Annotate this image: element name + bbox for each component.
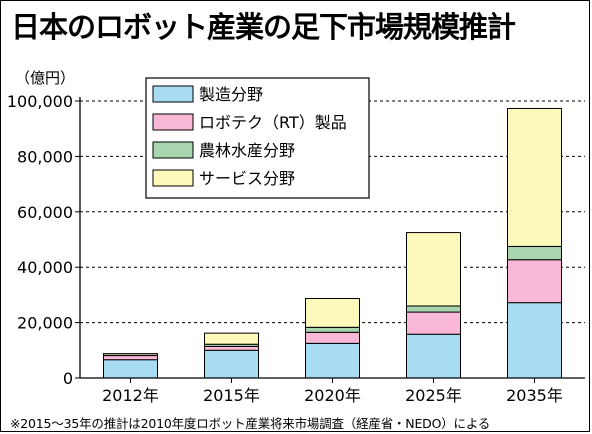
legend-label: サービス分野 bbox=[199, 169, 295, 188]
x-tick-label: 2035年 bbox=[506, 386, 563, 405]
bar-segment bbox=[103, 353, 158, 356]
legend-label: ロボテク（RT）製品 bbox=[199, 113, 347, 132]
bar-segment bbox=[204, 349, 259, 379]
y-tick-label: 20,000 bbox=[17, 314, 73, 333]
y-tick-label: 0 bbox=[63, 369, 73, 388]
x-tick-label: 2020年 bbox=[304, 386, 361, 405]
axes: 0 20,000 40,000 60,000 80,000 100,000 2012年 201… bbox=[7, 92, 585, 405]
y-tick-label: 40,000 bbox=[17, 258, 73, 277]
bar-segment bbox=[103, 355, 158, 361]
legend-swatch bbox=[152, 169, 194, 187]
bar-segment bbox=[507, 259, 562, 304]
bar-segment bbox=[406, 232, 461, 307]
bar-segment bbox=[103, 359, 158, 379]
bar-segment bbox=[204, 332, 259, 345]
y-axis-unit-label: （億円） bbox=[15, 69, 76, 87]
footnote: ※2015〜35年の推計は2010年度ロボット産業将来市場調査（経産省・NEDO… bbox=[10, 416, 491, 431]
legend-label: 農林水産分野 bbox=[199, 141, 295, 160]
bar-segment bbox=[406, 333, 461, 379]
y-tick-label: 100,000 bbox=[7, 92, 73, 111]
bar-segment bbox=[406, 305, 461, 313]
x-tick-label: 2012年 bbox=[102, 386, 159, 405]
bar-segment bbox=[305, 342, 360, 379]
bar-segment bbox=[204, 345, 259, 351]
legend-swatch bbox=[152, 113, 194, 131]
x-tick-label: 2025年 bbox=[405, 386, 462, 405]
bar-segment bbox=[507, 107, 562, 247]
legend-swatch bbox=[152, 85, 194, 103]
bar-segment bbox=[305, 298, 360, 328]
x-tick-label: 2015年 bbox=[203, 386, 260, 405]
y-tick-label: 80,000 bbox=[17, 147, 73, 166]
legend-swatch bbox=[152, 141, 194, 159]
bar-segment bbox=[305, 331, 360, 344]
bar-segment bbox=[406, 311, 461, 335]
bar-segment bbox=[507, 302, 562, 379]
y-tick-label: 60,000 bbox=[17, 203, 73, 222]
bar-segment bbox=[305, 326, 360, 333]
chart-title: 日本のロボット産業の足下市場規模推計 bbox=[11, 10, 516, 44]
bar-segment bbox=[507, 245, 562, 261]
legend-label: 製造分野 bbox=[199, 85, 263, 104]
